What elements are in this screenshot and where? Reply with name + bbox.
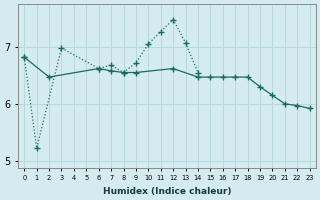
X-axis label: Humidex (Indice chaleur): Humidex (Indice chaleur) (103, 187, 231, 196)
